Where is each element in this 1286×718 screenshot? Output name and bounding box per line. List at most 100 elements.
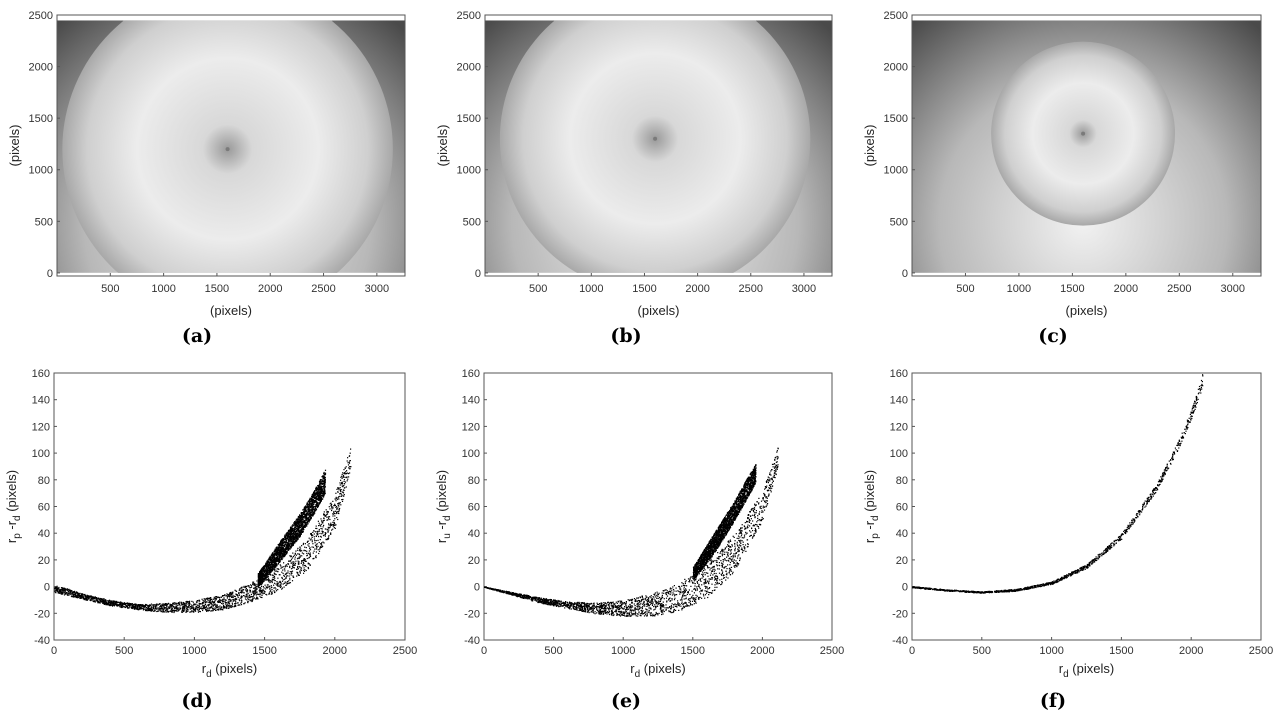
data-point	[76, 592, 79, 594]
data-point	[311, 501, 313, 503]
data-point	[115, 601, 117, 603]
data-point	[338, 496, 340, 498]
data-point	[308, 556, 311, 558]
data-point	[223, 605, 225, 607]
data-point	[309, 513, 311, 516]
data-point	[63, 594, 66, 596]
data-point	[270, 567, 272, 569]
data-point	[76, 596, 78, 598]
data-point	[308, 518, 310, 520]
data-point	[204, 608, 207, 610]
data-point	[309, 519, 311, 521]
data-point	[297, 526, 299, 528]
data-point	[334, 524, 336, 526]
data-point	[259, 571, 261, 573]
data-point	[202, 605, 205, 607]
data-point	[58, 592, 60, 594]
data-point	[315, 527, 317, 529]
data-point	[324, 486, 326, 488]
data-point	[175, 604, 177, 606]
data-point	[323, 491, 325, 493]
data-point	[185, 602, 187, 604]
data-point	[312, 512, 314, 514]
data-point	[138, 605, 140, 607]
data-point	[322, 531, 324, 533]
data-point	[324, 485, 326, 487]
data-point	[297, 572, 299, 574]
data-point	[121, 604, 123, 606]
data-point	[96, 600, 98, 602]
data-point	[298, 516, 300, 518]
data-point	[300, 523, 302, 525]
data-point	[313, 493, 315, 495]
data-point	[100, 598, 103, 600]
data-point	[326, 510, 328, 513]
data-point	[252, 597, 254, 599]
data-point	[246, 594, 248, 596]
data-point	[322, 521, 324, 523]
data-point	[177, 609, 179, 611]
data-point	[114, 602, 116, 604]
data-point	[341, 473, 343, 476]
data-point	[192, 606, 194, 608]
data-point	[62, 590, 64, 592]
data-point	[336, 498, 338, 501]
data-point	[285, 537, 287, 539]
data-point	[179, 605, 181, 607]
data-point	[311, 539, 313, 541]
data-point	[194, 609, 196, 611]
data-point	[301, 523, 303, 525]
data-point	[243, 603, 245, 605]
data-point	[160, 606, 162, 608]
data-point	[259, 579, 262, 581]
data-point	[278, 553, 280, 555]
data-point	[226, 602, 228, 604]
data-point	[232, 599, 234, 601]
data-point	[269, 564, 271, 567]
data-point	[289, 543, 291, 545]
data-point	[161, 605, 163, 608]
data-point	[227, 607, 229, 609]
data-point	[290, 568, 293, 570]
panel-caption: (b)	[610, 325, 641, 347]
data-point	[244, 596, 246, 598]
data-point	[287, 535, 289, 537]
data-point	[333, 520, 335, 522]
data-point	[300, 514, 302, 516]
x-axis-label: rd (pixels)	[202, 661, 257, 680]
scatter-points	[484, 447, 779, 617]
data-point	[348, 466, 351, 468]
data-point	[345, 471, 347, 473]
data-point	[299, 515, 301, 517]
data-point	[57, 591, 59, 593]
data-point	[328, 529, 330, 531]
data-point	[302, 517, 304, 519]
data-point	[227, 594, 229, 596]
data-point	[92, 599, 94, 601]
data-point	[323, 494, 325, 496]
data-point	[191, 606, 193, 608]
data-point	[348, 462, 351, 464]
data-point	[240, 602, 242, 604]
data-point	[291, 580, 294, 582]
data-point	[173, 607, 176, 609]
data-point	[170, 609, 172, 611]
data-point	[111, 601, 113, 604]
y-tick-label: 60	[468, 502, 480, 514]
data-point	[295, 520, 297, 522]
data-point	[305, 565, 307, 568]
data-point	[212, 604, 214, 606]
data-point	[288, 532, 290, 534]
data-point	[262, 569, 264, 572]
data-point	[267, 563, 269, 565]
data-point	[111, 600, 113, 602]
data-point	[225, 599, 227, 601]
data-point	[75, 596, 77, 598]
data-point	[286, 542, 288, 544]
data-point	[131, 605, 133, 607]
data-point	[344, 467, 346, 469]
data-point	[243, 586, 245, 588]
data-point	[279, 550, 282, 552]
data-point	[235, 593, 237, 595]
x-tick-label: 500	[956, 283, 974, 295]
